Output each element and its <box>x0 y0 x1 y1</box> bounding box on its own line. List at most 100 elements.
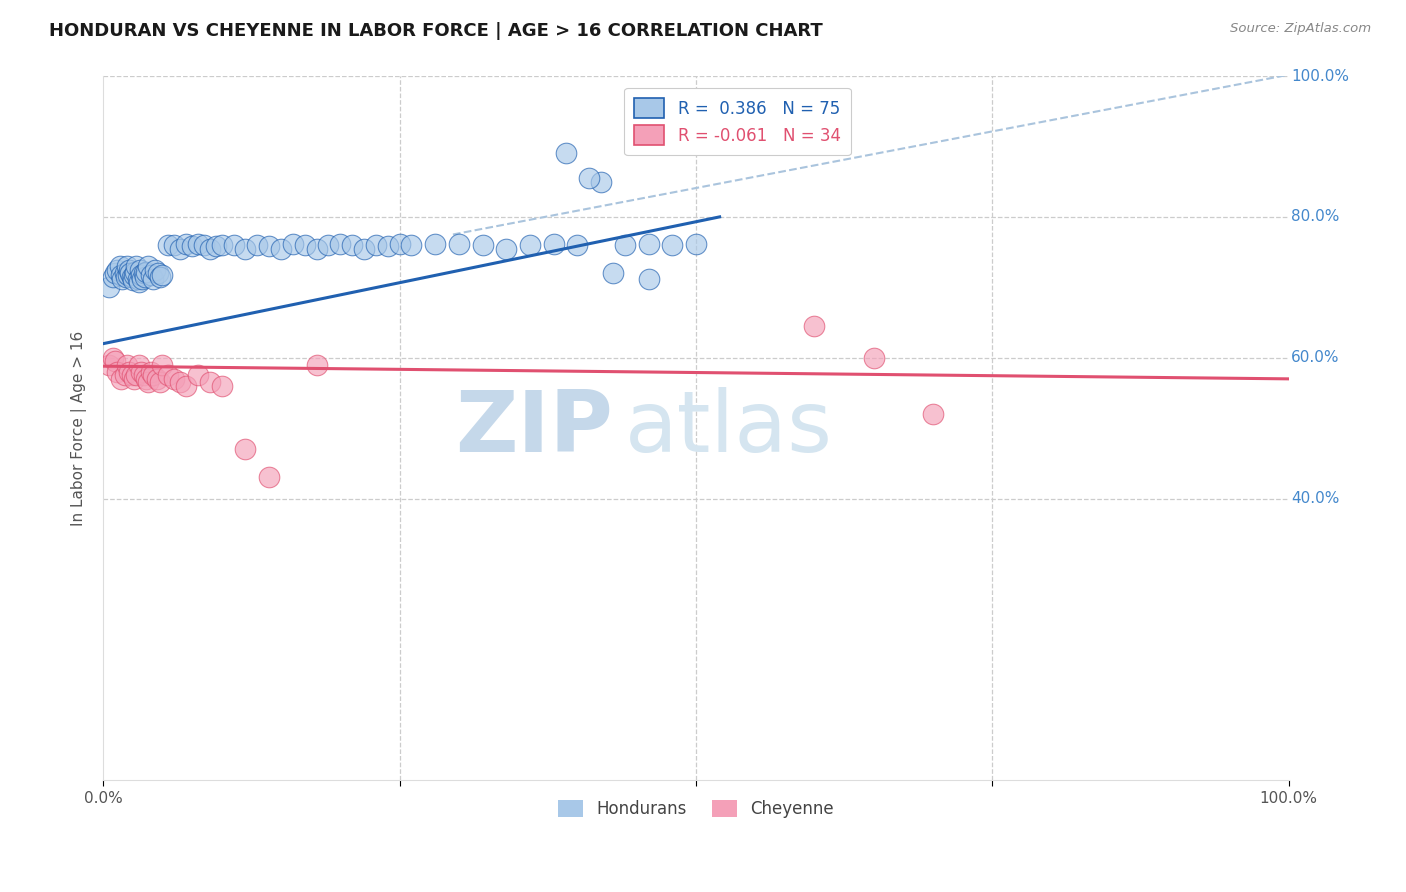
Point <box>117 268 139 282</box>
Point <box>149 376 172 390</box>
Point <box>294 238 316 252</box>
Point <box>685 236 707 251</box>
Text: 100.0%: 100.0% <box>1291 69 1348 84</box>
Point <box>495 242 517 256</box>
Point <box>591 175 613 189</box>
Text: HONDURAN VS CHEYENNE IN LABOR FORCE | AGE > 16 CORRELATION CHART: HONDURAN VS CHEYENNE IN LABOR FORCE | AG… <box>49 22 823 40</box>
Point <box>139 268 162 282</box>
Point <box>121 269 143 284</box>
Point <box>922 407 945 421</box>
Point <box>235 442 257 457</box>
Point <box>114 368 136 383</box>
Point <box>115 259 138 273</box>
Point <box>181 239 204 253</box>
Point <box>862 351 884 365</box>
Point <box>152 268 174 282</box>
Point <box>107 365 129 379</box>
Point <box>110 268 132 282</box>
Point <box>121 368 143 383</box>
Point <box>519 238 541 252</box>
Point <box>353 242 375 256</box>
Point <box>198 242 221 256</box>
Point <box>152 358 174 372</box>
Text: atlas: atlas <box>624 386 832 470</box>
Point <box>163 238 186 252</box>
Text: 60.0%: 60.0% <box>1291 351 1340 365</box>
Point <box>122 268 145 282</box>
Point <box>110 372 132 386</box>
Point <box>118 262 141 277</box>
Point <box>602 266 624 280</box>
Point <box>157 368 180 383</box>
Point <box>115 358 138 372</box>
Point <box>193 238 215 252</box>
Point <box>567 238 589 252</box>
Point <box>129 365 152 379</box>
Point <box>98 280 121 294</box>
Point <box>305 242 328 256</box>
Point <box>157 238 180 252</box>
Point <box>142 368 165 383</box>
Point <box>125 368 148 383</box>
Point <box>118 365 141 379</box>
Point <box>111 272 134 286</box>
Point <box>145 262 167 277</box>
Point <box>318 238 340 252</box>
Point <box>131 272 153 286</box>
Point <box>129 268 152 282</box>
Point <box>134 269 156 284</box>
Point <box>127 272 149 286</box>
Point <box>364 238 387 252</box>
Point <box>340 238 363 252</box>
Point <box>114 266 136 280</box>
Point <box>101 351 124 365</box>
Point <box>637 272 659 286</box>
Point <box>187 368 209 383</box>
Point <box>543 236 565 251</box>
Point <box>120 266 142 280</box>
Point <box>401 238 423 252</box>
Point <box>205 239 228 253</box>
Point <box>388 236 411 251</box>
Point <box>107 262 129 277</box>
Point <box>98 358 121 372</box>
Point <box>211 238 233 252</box>
Text: Source: ZipAtlas.com: Source: ZipAtlas.com <box>1230 22 1371 36</box>
Point <box>135 265 157 279</box>
Point <box>108 259 131 273</box>
Point <box>305 358 328 372</box>
Point <box>121 273 143 287</box>
Point <box>142 272 165 286</box>
Point <box>136 376 159 390</box>
Point <box>124 265 146 279</box>
Point <box>377 239 399 253</box>
Point <box>169 242 191 256</box>
Point <box>235 242 257 256</box>
Point <box>211 379 233 393</box>
Point <box>637 236 659 251</box>
Point <box>257 470 280 484</box>
Point <box>139 365 162 379</box>
Point <box>803 319 825 334</box>
Point <box>114 269 136 284</box>
Point <box>174 379 197 393</box>
Point <box>423 236 446 251</box>
Point <box>128 275 150 289</box>
Point <box>270 242 292 256</box>
Y-axis label: In Labor Force | Age > 16: In Labor Force | Age > 16 <box>72 331 87 525</box>
Point <box>169 376 191 390</box>
Point <box>578 171 600 186</box>
Point <box>329 236 352 251</box>
Point <box>187 236 209 251</box>
Point <box>447 236 470 251</box>
Point <box>132 368 155 383</box>
Text: 40.0%: 40.0% <box>1291 491 1340 506</box>
Point <box>101 269 124 284</box>
Point <box>125 259 148 273</box>
Legend: Hondurans, Cheyenne: Hondurans, Cheyenne <box>551 793 841 825</box>
Point <box>149 269 172 284</box>
Point <box>136 259 159 273</box>
Point <box>222 238 245 252</box>
Point <box>163 372 186 386</box>
Point <box>246 238 269 252</box>
